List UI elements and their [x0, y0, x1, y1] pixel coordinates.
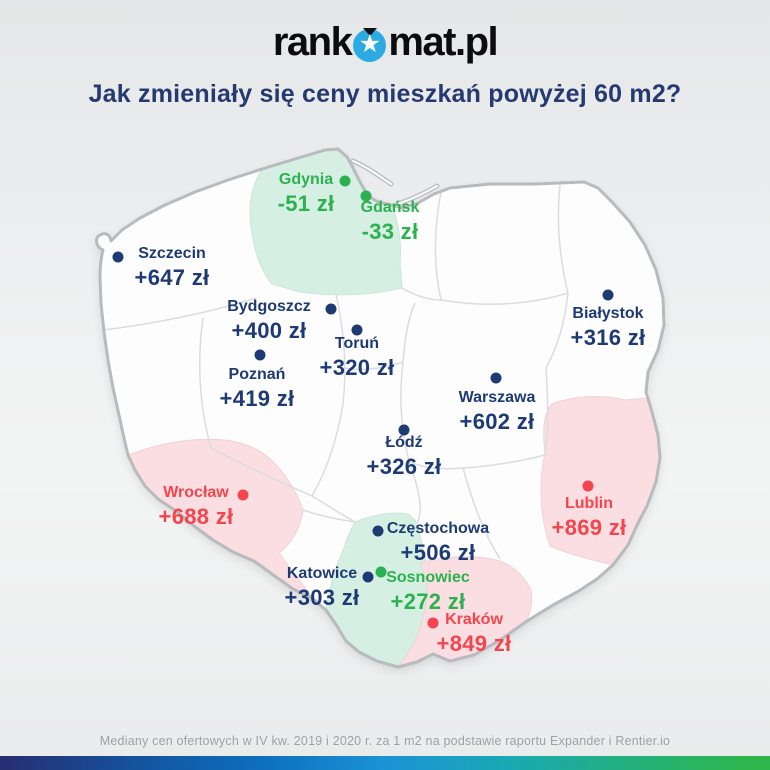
city-name: Toruń: [334, 335, 380, 352]
city-dots: [112, 175, 614, 629]
voivodeship-borders: [102, 184, 569, 560]
city-value: +320 zł: [319, 354, 395, 380]
city-label-gdansk: Gdańsk -33 zł: [360, 199, 420, 244]
city-dot-bialystok: [602, 289, 614, 301]
city-value: +849 zł: [436, 630, 512, 656]
city-dot-lublin: [582, 480, 594, 492]
logo-text-prefix: rank: [272, 20, 353, 64]
city-dot-krakow: [427, 617, 439, 629]
city-label-torun: Toruń +320 zł: [319, 335, 395, 380]
city-name: Sosnowiec: [386, 569, 470, 586]
city-name: Lublin: [565, 495, 613, 512]
star-notch-icon: [362, 27, 377, 36]
city-dot-czestochowa: [372, 525, 384, 537]
city-name: Szczecin: [138, 245, 206, 262]
city-name: Bydgoszcz: [227, 298, 311, 315]
city-dot-katowice: [362, 571, 374, 583]
city-name: Gdańsk: [360, 199, 420, 216]
city-name: Częstochowa: [386, 520, 490, 537]
city-dot-gdynia: [339, 175, 351, 187]
city-name: Kraków: [445, 611, 503, 628]
city-dot-bydgoszcz: [325, 303, 337, 315]
city-name: Warszawa: [458, 389, 536, 406]
city-label-katowice: Katowice +303 zł: [284, 565, 360, 610]
hel-peninsula-inner: [352, 160, 392, 185]
city-name: Poznań: [228, 366, 286, 383]
logo-text-suffix: mat.pl: [388, 20, 498, 64]
city-label-krakow: Kraków +849 zł: [436, 611, 512, 656]
city-value: +869 zł: [551, 514, 627, 540]
city-name: Wrocław: [163, 484, 229, 501]
rankomat-logo: rank ★ mat.pl: [0, 22, 770, 62]
city-name: Katowice: [286, 565, 358, 582]
page-title: Jak zmieniały się ceny mieszkań powyżej …: [88, 80, 682, 108]
city-label-gdynia: Gdynia -51 zł: [277, 171, 335, 216]
city-dot-torun: [351, 324, 363, 336]
gradient-bar: [0, 756, 770, 770]
city-dot-szczecin: [112, 251, 124, 263]
city-dot-gdansk: [360, 190, 372, 202]
city-label-wroclaw: Wrocław +688 zł: [158, 484, 234, 529]
city-value: -33 zł: [361, 218, 419, 244]
city-dot-lodz: [398, 424, 410, 436]
city-value: +303 zł: [284, 584, 360, 610]
city-label-bialystok: Białystok +316 zł: [570, 305, 646, 350]
city-value: +688 zł: [158, 503, 234, 529]
city-value: +506 zł: [400, 539, 476, 565]
city-label-lublin: Lublin +869 zł: [551, 495, 627, 540]
city-label-poznan: Poznań +419 zł: [219, 366, 295, 411]
city-label-sosnowiec: Sosnowiec +272 zł: [386, 569, 470, 614]
city-value: +272 zł: [390, 588, 466, 614]
city-name: Łódź: [385, 434, 423, 451]
city-dot-sosnowiec: [375, 566, 387, 578]
city-dot-warszawa: [490, 372, 502, 384]
city-dot-poznan: [254, 349, 266, 361]
city-name: Białystok: [572, 305, 644, 322]
source-note: Mediany cen ofertowych w IV kw. 2019 i 2…: [99, 734, 671, 748]
city-value: -51 zł: [277, 190, 335, 216]
city-label-warszawa: Warszawa +602 zł: [458, 389, 536, 434]
city-value: +400 zł: [231, 317, 307, 343]
star-glyph: ★: [358, 29, 382, 58]
city-value: +647 zł: [134, 264, 210, 290]
city-label-czestochowa: Częstochowa +506 zł: [386, 520, 490, 565]
city-dot-wroclaw: [237, 489, 249, 501]
city-label-lodz: Łódź +326 zł: [366, 434, 442, 479]
city-label-szczecin: Szczecin +647 zł: [134, 245, 210, 290]
city-value: +419 zł: [219, 385, 295, 411]
poland-border: [94, 147, 666, 669]
city-label-bydgoszcz: Bydgoszcz +400 zł: [227, 298, 311, 343]
city-value: +316 zł: [570, 324, 646, 350]
city-value: +326 zł: [366, 453, 442, 479]
rankomat-star-icon: ★: [353, 27, 387, 62]
city-value: +602 zł: [459, 408, 535, 434]
city-name: Gdynia: [278, 171, 334, 188]
vistula-spit-inner: [397, 185, 438, 205]
